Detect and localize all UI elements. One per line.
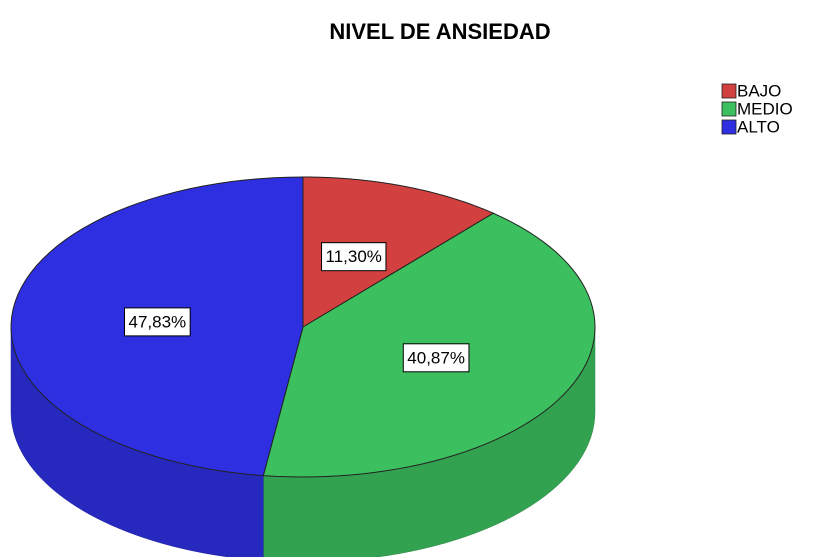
data-label-text: 40,87% [407,348,465,367]
data-label: 11,30% [321,242,387,272]
legend-label: MEDIO [737,99,793,118]
data-label-text: 11,30% [326,247,382,266]
legend-swatch [721,83,737,99]
data-label-box [124,307,191,337]
legend-swatch [721,101,737,117]
data-label-box [402,343,470,373]
data-label-box [321,242,387,272]
data-label: 47,83% [124,307,191,337]
legend-swatch [721,119,737,135]
slice [302,176,495,328]
data-label-text: 47,83% [129,312,187,331]
data-label: 40,87% [402,343,470,373]
legend-label: BAJO [737,81,781,100]
legend-label: ALTO [737,117,780,136]
chart-title: NIVEL DE ANSIEDAD [329,19,550,44]
